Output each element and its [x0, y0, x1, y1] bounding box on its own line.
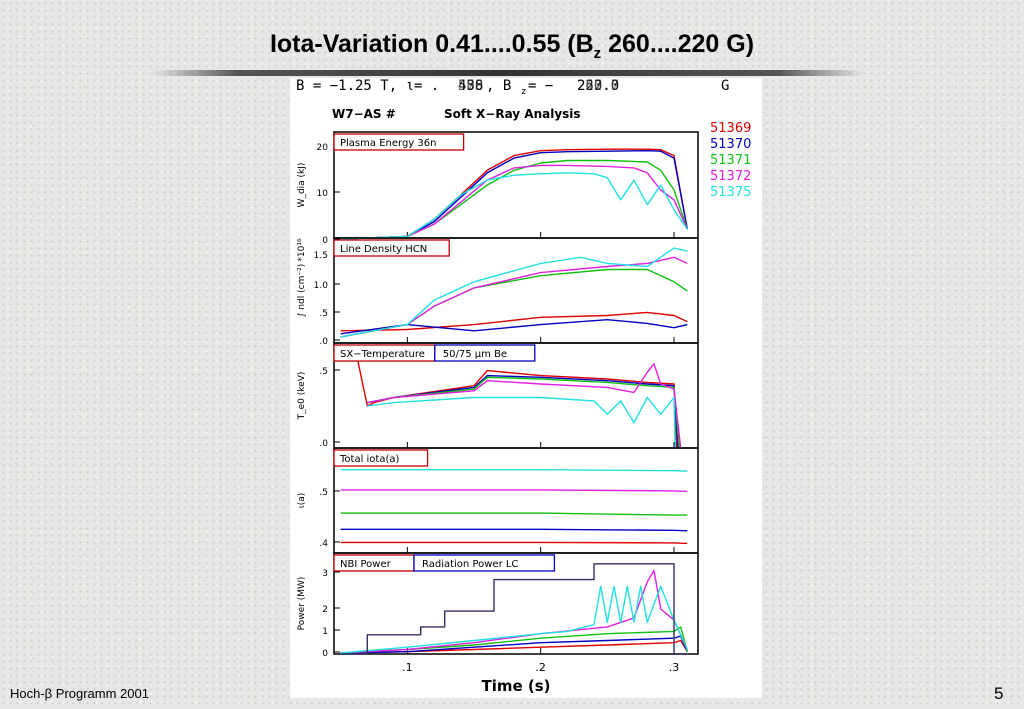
figure-header-bz-overlay-2: 243.7 [577, 78, 619, 94]
panel-1-label-box [333, 239, 450, 257]
panel-0-label: Plasma Energy 36n [340, 138, 436, 149]
panel-4-label2: Radiation Power LC [422, 559, 518, 570]
legend-entry-51375: 51375 [710, 185, 751, 200]
figure-header-bz-sub: z [521, 87, 526, 97]
panel-3-ytick-label-0: .4 [319, 539, 328, 549]
panel-0-series-51369 [340, 148, 688, 240]
panel-1-series-51369 [340, 311, 688, 332]
panel-2-series-51369 [352, 349, 678, 449]
panel-0-ylabel: W_dia (kJ) [297, 163, 307, 208]
panel-3-ytick-label-1: .5 [319, 488, 328, 498]
panel-4-series-51372 [340, 569, 688, 654]
panel-frame-4 [333, 552, 699, 655]
panel-2-ytick-label-1: .5 [319, 367, 328, 377]
panel-2-ylabel: T_e0 (keV) [297, 372, 307, 421]
slide-title: Iota-Variation 0.41....0.55 (Bz 260....2… [0, 30, 1024, 62]
panel-2-series-51372 [367, 363, 682, 449]
figure-header-w7as: W7−AS # [332, 107, 396, 121]
panel-1-series-51375 [340, 247, 688, 338]
panel-1-ytick-label-0: .0 [319, 337, 328, 347]
figure-header-bz-overlay-4: 220.0 [577, 78, 619, 94]
panel-1-series-51372 [340, 256, 688, 338]
panel-0-label-box [333, 133, 465, 151]
panel-4-ytick-label-2: 2 [322, 605, 328, 615]
panel-2-series-51370 [367, 374, 679, 449]
panel-2-label: SX−Temperature [340, 349, 425, 360]
panel-4-series-51370 [340, 635, 688, 654]
panel-4-series-51375 [340, 585, 688, 654]
figure-header-bz-label: , B [486, 78, 511, 94]
footer-program-label: Hoch-β Programm 2001 [10, 686, 149, 701]
slide-title-main: Iota-Variation 0.41....0.55 (B [269, 30, 594, 58]
panel-4-label: NBI Power [340, 559, 392, 570]
title-divider [152, 70, 864, 76]
panel-2-ytick-label-0: .0 [319, 439, 328, 449]
panel-1-series-51370 [340, 318, 688, 335]
panel-0-ytick-label-2: 20 [317, 143, 329, 153]
figure-header-bz-overlay-1: 252.0 [577, 78, 619, 94]
panel-1-yunit: *10¹⁶ [297, 238, 307, 262]
panel-0-ytick-label-1: 10 [317, 189, 329, 199]
x-tick-label-2: .3 [669, 661, 680, 674]
legend-entry-51370: 51370 [710, 137, 751, 152]
legend-entry-51369: 51369 [710, 121, 751, 136]
panel-4-series-51369 [340, 639, 688, 654]
panel-1-ytick-label-3: 1.5 [314, 251, 328, 261]
figure-header-iota-overlay-1: 488 [458, 78, 483, 94]
chart-figure: B = −1.25 T, ι= . 500 488 436 478 555, B z = −… [290, 78, 762, 698]
x-tick-label-1: .2 [535, 661, 546, 674]
panel-2-label2: 50/75 µm Be [443, 349, 507, 360]
panel-2-label2-box [434, 344, 536, 362]
panel-3-label-box [333, 449, 429, 467]
panel-3-series-51369 [340, 541, 688, 545]
panel-3-series-51371 [340, 512, 688, 516]
panel-0-series-51371 [340, 159, 688, 240]
panel-2-series-51371 [367, 376, 680, 449]
panel-0-series-51372 [340, 164, 688, 240]
panel-1-ylabel: ∫ ndl (cm⁻²) [297, 264, 307, 317]
panel-2-series-51375 [367, 396, 676, 449]
figure-header-iota-overlay-3: 478 [458, 78, 483, 94]
figure-header-analysis: Soft X−Ray Analysis [444, 107, 581, 121]
panel-3-series-51375 [340, 469, 688, 472]
figure-header-b-iota: B = −1.25 T, ι= . [296, 78, 439, 94]
figure-header-iota-overlay-2: 436 [458, 78, 483, 94]
panel-1-ytick-label-2: 1.0 [314, 281, 329, 291]
slide-title-tail: 260....220 G) [601, 30, 755, 58]
slide-title-sub: z [593, 45, 602, 62]
page-number: 5 [994, 684, 1004, 703]
panel-1-ytick-label-1: .5 [319, 309, 328, 319]
x-axis-label: Time (s) [481, 677, 550, 695]
legend-entry-51372: 51372 [710, 169, 751, 184]
panel-4-ytick-label-1: 1 [322, 627, 328, 637]
panel-3-ylabel: ι(a) [297, 493, 307, 509]
figure-header-iota-overlay-4: 555 [458, 78, 483, 94]
figure-header-bz-overlay-3: 227.3 [577, 78, 619, 94]
figure-header-bz-overlay-0: 260.0 [577, 78, 619, 94]
panel-4-ylabel: Power (MW) [297, 577, 307, 631]
x-tick-label-0: .1 [402, 661, 413, 674]
panel-0-series-51370 [340, 149, 688, 240]
panel-3-series-51372 [340, 489, 688, 493]
panel-3-series-51370 [340, 528, 688, 532]
figure-header-iota-overlay-0: 500 [458, 78, 483, 94]
panel-3-label: Total iota(a) [339, 454, 400, 465]
legend-entry-51371: 51371 [710, 153, 751, 168]
panel-4-ytick-label-0: 0 [322, 649, 328, 659]
panel-4-series-NBI [340, 563, 688, 655]
figure-header-bz-eq: = − [528, 78, 553, 94]
panel-4-label2-box [413, 554, 556, 572]
figure-header-bz-unit: G [721, 78, 729, 94]
panel-1-label: Line Density HCN [340, 244, 427, 255]
panel-0-series-51375 [340, 172, 688, 240]
panel-0-ytick-label-0: 0 [322, 236, 328, 246]
panel-4-ytick-label-3: 3 [322, 569, 328, 579]
